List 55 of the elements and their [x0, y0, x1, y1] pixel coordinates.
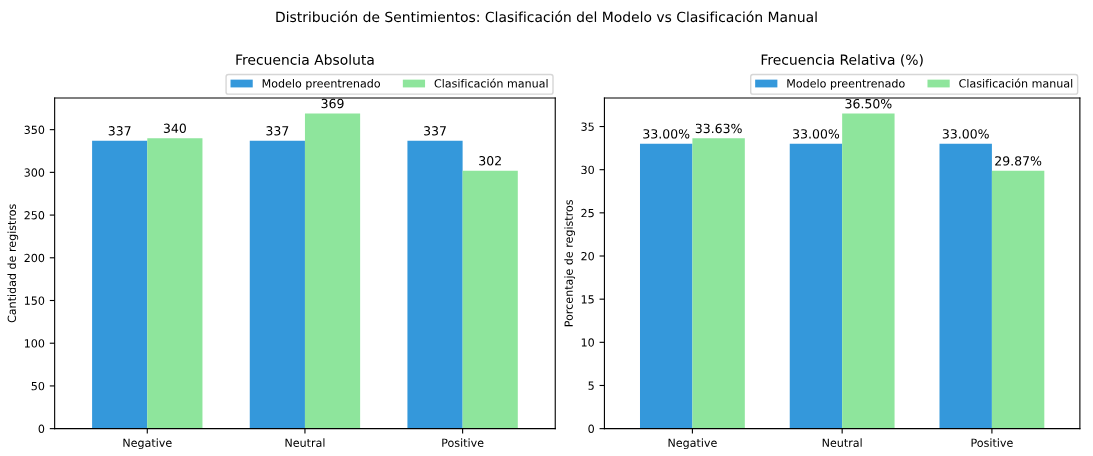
- y-tick-label: 5: [588, 381, 594, 390]
- chart-title: Frecuencia Absoluta: [236, 54, 374, 65]
- y-tick-label: 200: [24, 253, 45, 263]
- data-label: 33.00%: [643, 129, 690, 139]
- y-tick-label: 25: [581, 208, 594, 218]
- y-tick-label: 15: [581, 295, 594, 304]
- x-tick-label: Neutral: [822, 438, 862, 447]
- data-label: 36.50%: [845, 98, 892, 109]
- data-label: 337: [424, 126, 446, 136]
- y-axis-title: Cantidad de registros: [7, 204, 19, 323]
- legend-label: Modelo preentrenado: [262, 78, 381, 90]
- data-label: 369: [321, 98, 344, 109]
- legend-label: Clasificación manual: [434, 78, 548, 88]
- data-label: 33.63%: [695, 123, 742, 134]
- y-axis-title: Porcentaje de registros: [564, 199, 576, 327]
- y-tick-label: 300: [24, 168, 45, 177]
- x-tick-label: Positive: [971, 438, 1013, 447]
- text: Distribución de Sentimientos: Clasificación del Modelo vs Clasificación Manual: [276, 10, 817, 23]
- bar: [407, 140, 463, 429]
- bar: [147, 138, 203, 429]
- bar: [991, 170, 1045, 429]
- x-tick-label: Positive: [442, 438, 484, 447]
- bar: [462, 170, 518, 429]
- y-tick-label: 100: [24, 339, 45, 348]
- y-tick-label: 0: [38, 424, 45, 434]
- bar: [842, 113, 895, 429]
- bar: [939, 143, 992, 429]
- bar: [249, 140, 305, 429]
- y-tick-label: 350: [24, 125, 45, 135]
- y-tick-label: 0: [588, 424, 594, 434]
- bar: [92, 140, 148, 429]
- y-tick-label: 50: [31, 381, 45, 391]
- chart-title: Frecuencia Relativa (%): [761, 54, 923, 67]
- legend-label: Clasificación manual: [959, 78, 1073, 88]
- y-tick-label: 20: [581, 251, 594, 261]
- bar: [639, 143, 693, 429]
- bar: [692, 138, 745, 429]
- data-label: 337: [266, 126, 289, 136]
- x-tick-label: Negative: [123, 438, 172, 450]
- y-tick-label: 250: [24, 211, 45, 220]
- y-tick-label: 35: [581, 122, 594, 131]
- x-tick-label: Neutral: [285, 438, 325, 447]
- legend-label: Modelo preentrenado: [787, 78, 905, 90]
- data-label: 337: [108, 126, 131, 136]
- data-label: 33.00%: [942, 129, 989, 139]
- x-tick-label: Negative: [668, 438, 717, 450]
- data-label: 33.00%: [793, 129, 840, 139]
- data-label: 340: [163, 123, 186, 133]
- data-label: 29.87%: [995, 156, 1042, 166]
- y-tick-label: 10: [581, 338, 594, 347]
- y-tick-label: 150: [24, 296, 45, 305]
- bar: [789, 143, 843, 429]
- data-label: 302: [479, 156, 501, 166]
- bar: [304, 113, 361, 429]
- y-tick-label: 30: [581, 165, 594, 175]
